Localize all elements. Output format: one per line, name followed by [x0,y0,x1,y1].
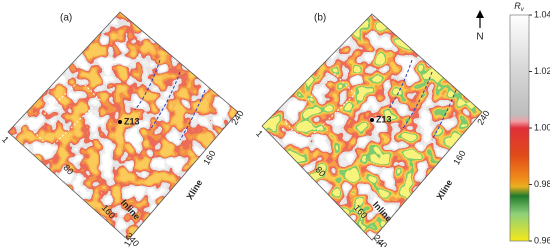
colorbar-tick-label: 1.00 [534,122,550,132]
panel-label: (b) [314,13,326,24]
colorbar-tick-label: 0.96 [534,235,550,245]
well-label: Z13 [124,116,140,126]
map-frame [7,11,239,241]
panel-labels: (a)InlineXlineZ131801602401160240(b)Inli… [0,13,492,247]
well-label: Z13 [376,114,392,124]
outline [284,73,356,143]
colorbar-title-sub: v [521,7,525,13]
tick-label: 1 [374,239,385,247]
fault-line [387,59,457,141]
colorbar-ticks: 1.04 1.02 1.00 0.98 0.96 [529,9,550,245]
tick-label: 1 [0,134,11,144]
map-frame [261,13,483,241]
colorbar-tick-label: 0.98 [534,179,550,189]
tick-label: 160 [451,149,467,167]
well-marker [118,120,122,124]
north-arrowhead [476,10,484,18]
outline [29,79,101,149]
fault-line [134,59,206,141]
tick-label: 1 [122,239,133,247]
axis-label: Xline [435,178,455,202]
colorbar-tick-label: 1.04 [534,9,550,19]
tick-label: 80 [61,163,75,177]
well-marker [370,118,374,122]
axis-label: Xline [185,178,205,202]
panel-label: (a) [60,13,72,24]
colorbar-title: Rv [514,1,525,12]
colorbar-tick-label: 1.02 [534,66,550,76]
tick-label: 80 [313,165,327,179]
colorbar [509,14,530,242]
north-label: N [476,32,483,43]
tick-label: 1 [254,128,265,138]
colorbar-title-main: R [514,1,521,11]
